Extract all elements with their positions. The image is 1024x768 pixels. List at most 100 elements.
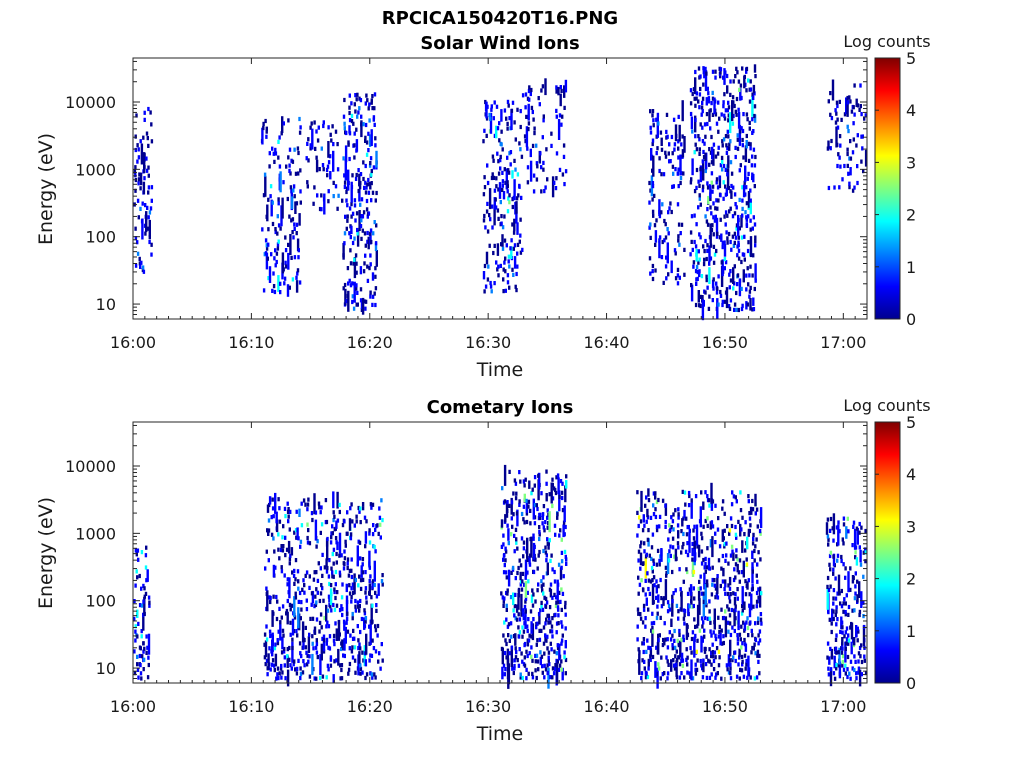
heatmap-cell xyxy=(657,662,660,667)
heatmap-cell xyxy=(720,155,724,160)
heatmap-cell xyxy=(483,213,486,219)
heatmap-cell xyxy=(521,579,524,584)
heatmap-cell xyxy=(745,66,749,71)
heatmap-cell xyxy=(490,204,494,209)
heatmap-cell xyxy=(677,643,681,648)
heatmap-cell xyxy=(854,555,857,560)
heatmap-cell xyxy=(641,641,644,646)
heatmap-cell xyxy=(719,163,723,168)
heatmap-cell xyxy=(700,105,704,110)
heatmap-cell xyxy=(697,588,701,601)
heatmap-cell xyxy=(339,676,342,681)
heatmap-cell xyxy=(565,561,568,566)
heatmap-cell xyxy=(295,280,299,293)
heatmap-cell xyxy=(319,675,322,681)
heatmap-cell xyxy=(664,264,668,269)
heatmap-cell xyxy=(358,173,361,187)
heatmap-cell xyxy=(829,646,832,651)
heatmap-cell xyxy=(517,565,520,571)
heatmap-cell xyxy=(332,638,336,643)
heatmap-cell xyxy=(341,612,344,618)
heatmap-cell xyxy=(677,530,680,539)
heatmap-cell xyxy=(515,617,519,622)
heatmap-cell xyxy=(147,173,150,178)
heatmap-cell xyxy=(743,642,747,647)
heatmap-cell xyxy=(723,257,727,262)
heatmap-cell xyxy=(696,604,700,626)
heatmap-cell xyxy=(305,607,309,612)
heatmap-cell xyxy=(843,163,846,169)
heatmap-cell xyxy=(853,596,857,601)
heatmap-cell xyxy=(544,520,547,525)
heatmap-cell xyxy=(754,544,757,549)
heatmap-cell xyxy=(277,532,280,537)
heatmap-cell xyxy=(734,532,738,537)
heatmap-cell xyxy=(756,524,759,529)
heatmap-cell xyxy=(147,655,150,660)
heatmap-cell xyxy=(510,646,513,667)
heatmap-cell xyxy=(365,185,368,190)
heatmap-cell xyxy=(524,599,527,604)
heatmap-cell xyxy=(279,290,282,295)
heatmap-cell xyxy=(500,544,504,549)
heatmap-cell xyxy=(503,596,506,601)
heatmap-cell xyxy=(520,154,524,159)
heatmap-cell xyxy=(527,671,530,676)
heatmap-cell xyxy=(665,655,668,660)
heatmap-cell xyxy=(497,264,500,269)
heatmap-cell xyxy=(353,131,356,136)
heatmap-cell xyxy=(846,674,849,680)
heatmap-cell xyxy=(560,607,563,612)
heatmap-cell xyxy=(701,188,705,193)
heatmap-cell xyxy=(492,250,495,256)
heatmap-cell xyxy=(141,201,144,206)
heatmap-cell xyxy=(491,225,494,230)
heatmap-cell xyxy=(341,198,344,203)
heatmap-cell xyxy=(717,274,720,279)
heatmap-cell xyxy=(516,242,520,247)
heatmap-cell xyxy=(283,573,286,578)
heatmap-cell xyxy=(754,493,757,507)
heatmap-cell xyxy=(500,591,503,596)
heatmap-cell xyxy=(644,592,647,597)
heatmap-cell xyxy=(699,86,702,92)
heatmap-cell xyxy=(363,611,367,616)
heatmap-cell xyxy=(364,190,368,195)
heatmap-cell xyxy=(540,600,543,605)
heatmap-cell xyxy=(323,615,326,621)
heatmap-cell xyxy=(701,624,704,629)
heatmap-cell xyxy=(540,165,543,170)
heatmap-cell xyxy=(514,633,517,646)
heatmap-cell xyxy=(348,518,352,531)
heatmap-cell xyxy=(326,663,330,668)
heatmap-cell xyxy=(651,276,655,282)
heatmap-cell xyxy=(690,498,693,503)
heatmap-cell xyxy=(280,569,284,574)
heatmap-cell xyxy=(741,206,744,211)
heatmap-cell xyxy=(310,602,313,607)
heatmap-cell xyxy=(723,214,726,219)
heatmap-cell xyxy=(725,553,728,558)
heatmap-cell xyxy=(483,263,487,269)
heatmap-cell xyxy=(744,643,748,652)
heatmap-cell xyxy=(482,192,486,197)
heatmap-cell xyxy=(730,523,734,529)
heatmap-cell xyxy=(140,260,143,265)
heatmap-cell xyxy=(520,511,524,517)
heatmap-cell xyxy=(356,227,359,233)
heatmap-cell xyxy=(294,558,298,563)
heatmap-cell xyxy=(645,552,648,557)
heatmap-cell xyxy=(506,500,509,505)
heatmap-cell xyxy=(835,650,838,655)
heatmap-cell xyxy=(651,625,654,647)
heatmap-cell xyxy=(486,104,489,109)
heatmap-cell xyxy=(743,637,746,643)
heatmap-cell xyxy=(520,536,524,541)
heatmap-cell xyxy=(715,290,719,295)
heatmap-cell xyxy=(655,524,659,529)
heatmap-cell xyxy=(312,577,316,582)
heatmap-cell xyxy=(657,584,660,589)
heatmap-cell xyxy=(561,591,565,596)
heatmap-cell xyxy=(835,609,838,614)
heatmap-cell xyxy=(332,574,335,579)
